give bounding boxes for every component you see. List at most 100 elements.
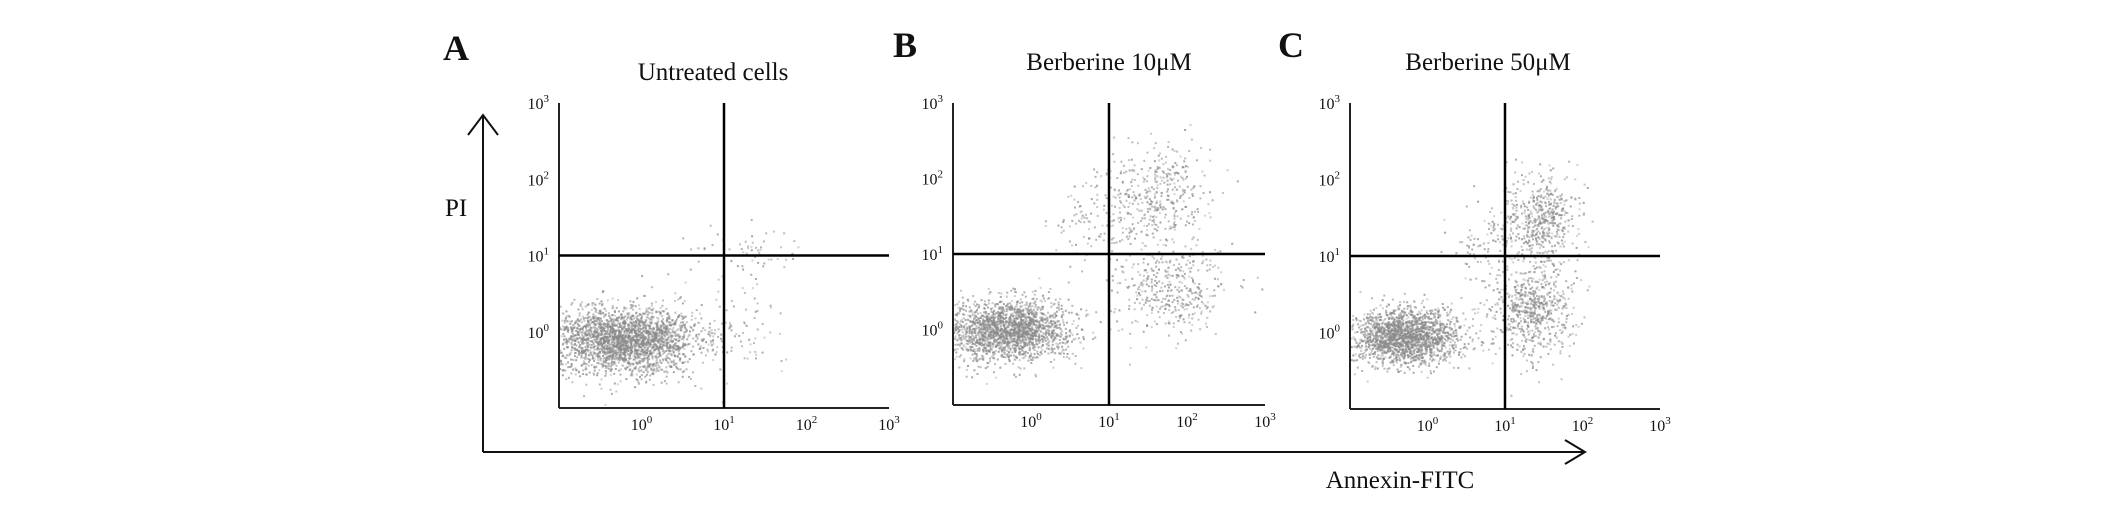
data-point [1192,280,1194,283]
data-point [1048,344,1051,347]
data-point [664,331,667,334]
data-point [565,317,567,319]
data-point [778,332,781,335]
data-point [565,338,567,340]
data-point [593,317,596,320]
data-point [1178,317,1181,320]
data-point [1032,346,1035,349]
data-point [634,332,637,335]
data-point [683,370,686,373]
data-point [1022,321,1025,324]
data-point [625,348,628,351]
data-point [1174,268,1177,271]
data-point [982,331,985,334]
data-point [715,351,718,354]
data-point [632,328,635,330]
data-point [626,362,629,365]
data-point [994,339,997,341]
data-point [633,347,636,350]
data-point [1143,159,1146,162]
data-point [590,346,593,349]
data-point [587,303,590,306]
data-point [668,341,671,344]
data-point [1165,307,1167,310]
data-point [999,366,1002,369]
data-point [638,354,641,357]
data-point [1199,328,1202,331]
data-point [1183,321,1186,324]
data-point [1016,335,1019,338]
data-point [674,334,677,337]
data-point [632,358,635,361]
data-point [616,351,619,354]
data-point [1012,307,1015,310]
data-point [582,338,585,341]
data-point [971,338,974,341]
data-point [593,319,596,322]
data-point [986,328,989,331]
data-point [1068,334,1071,337]
data-point [654,343,657,345]
data-point [982,339,984,342]
x-tick-label: 103 [878,414,900,434]
data-point [1015,342,1018,344]
data-point [646,323,649,326]
panel-letter: A [443,28,469,68]
data-point [1188,150,1191,152]
data-point [751,259,754,262]
data-point [685,328,688,331]
data-point [985,343,988,346]
data-point [989,323,992,326]
data-point [1009,307,1011,310]
data-point [1029,347,1032,350]
data-point [999,300,1002,303]
data-point [1154,142,1157,145]
data-point [598,320,601,323]
data-point [605,367,607,369]
data-point [999,322,1002,325]
data-point [1016,332,1019,335]
data-point [1077,337,1080,340]
data-point [760,246,763,249]
data-point [1056,345,1058,348]
data-point [711,244,714,246]
data-point [1065,332,1068,335]
data-point [965,309,967,312]
data-point [580,356,583,359]
data-point [1002,336,1005,339]
data-point [641,344,644,347]
data-point [689,325,692,328]
data-point [640,331,643,334]
data-point [1181,332,1184,335]
data-point [1037,328,1040,331]
data-point [1072,338,1075,341]
data-point [1169,183,1172,186]
data-point [1024,330,1027,333]
data-point [652,349,655,352]
data-point [682,338,685,341]
data-point [779,312,782,315]
data-point [763,336,766,339]
data-point [599,317,602,320]
data-point [1012,323,1014,326]
data-point [588,334,591,337]
data-point [660,337,663,340]
data-point [593,352,596,355]
data-point [1151,255,1154,258]
data-point [598,369,601,372]
data-point [1030,362,1033,364]
data-point [623,361,626,364]
data-point [688,333,691,336]
data-point [961,320,964,323]
data-point [996,312,999,315]
data-point [1143,269,1146,272]
data-point [1180,266,1183,269]
data-point [1002,356,1005,358]
data-point [571,326,574,329]
data-point [1021,301,1024,304]
data-point [630,318,633,320]
data-point [642,323,645,326]
data-point [1113,311,1116,314]
data-point [648,311,651,314]
data-point [958,343,961,346]
